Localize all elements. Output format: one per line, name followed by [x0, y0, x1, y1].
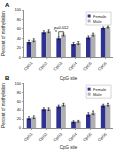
svg-text:CpG4: CpG4 [67, 131, 78, 142]
svg-text:100: 100 [14, 81, 21, 86]
svg-text:100: 100 [14, 7, 21, 12]
svg-text:Female: Female [93, 87, 107, 92]
svg-text:CpG2: CpG2 [37, 131, 48, 142]
svg-text:20: 20 [17, 116, 22, 121]
svg-text:Female: Female [93, 14, 107, 19]
svg-text:CpG3: CpG3 [52, 60, 63, 71]
svg-text:CpG4: CpG4 [67, 60, 78, 71]
svg-text:Male: Male [93, 92, 102, 97]
svg-text:*: * [55, 29, 57, 35]
svg-text:CpG3: CpG3 [52, 131, 63, 142]
svg-text:40: 40 [17, 107, 22, 112]
svg-text:80: 80 [17, 90, 22, 95]
svg-text:Percent of methylation: Percent of methylation [1, 83, 6, 128]
svg-text:20: 20 [17, 45, 22, 50]
svg-text:40: 40 [17, 36, 22, 41]
svg-text:60: 60 [17, 99, 22, 104]
svg-text:CpG6: CpG6 [97, 131, 108, 142]
svg-text:CpG site: CpG site [60, 76, 78, 81]
svg-text:CpG site: CpG site [60, 145, 78, 150]
svg-text:Percent of methylation: Percent of methylation [1, 11, 6, 56]
svg-text:Male: Male [93, 19, 102, 24]
svg-text:p=0.012: p=0.012 [54, 25, 69, 30]
svg-text:CpG6: CpG6 [97, 60, 108, 71]
svg-text:CpG5: CpG5 [82, 131, 93, 142]
svg-text:0: 0 [19, 55, 22, 60]
svg-text:80: 80 [17, 17, 22, 22]
svg-text:CpG1: CpG1 [23, 131, 34, 142]
svg-text:B: B [5, 75, 10, 81]
svg-text:CpG2: CpG2 [37, 60, 48, 71]
svg-text:60: 60 [17, 26, 22, 31]
svg-text:A: A [5, 2, 10, 8]
svg-text:CpG1: CpG1 [23, 60, 34, 71]
svg-text:CpG5: CpG5 [82, 60, 93, 71]
svg-text:0: 0 [19, 125, 22, 130]
